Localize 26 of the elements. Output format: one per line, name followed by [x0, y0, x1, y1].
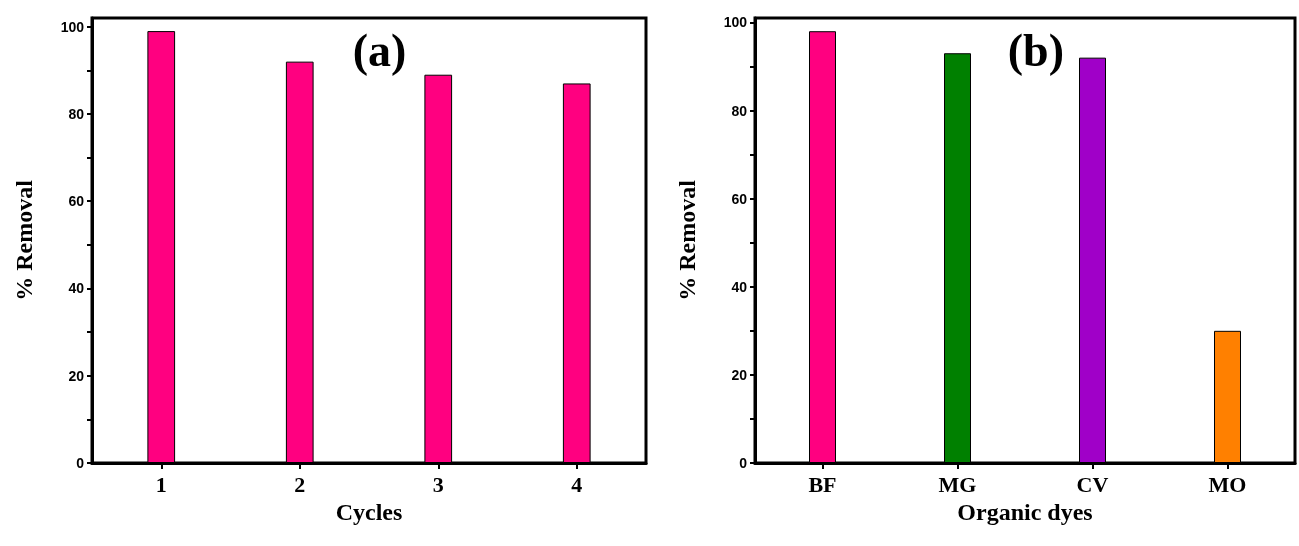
x-tick-label: 3 [432, 471, 444, 497]
x-tick-label: 1 [155, 471, 167, 497]
y-tick-label: 100 [723, 14, 748, 31]
chart-title: (b) [1007, 24, 1065, 76]
y-tick-label: 40 [731, 278, 748, 295]
y-tick-label: 0 [76, 455, 85, 471]
y-axis-title: % Removal [11, 179, 37, 301]
y-tick-label: 0 [739, 455, 748, 471]
x-tick-label: 4 [571, 471, 583, 497]
x-tick-label: MG [938, 471, 977, 497]
x-axis-title: Organic dyes [957, 498, 1093, 525]
x-axis-title: Cycles [335, 498, 403, 525]
x-tick-label: 2 [294, 471, 306, 497]
chart-title: (a) [352, 24, 407, 76]
y-tick-label: 80 [68, 105, 85, 122]
y-axis-title: % Removal [674, 179, 700, 301]
y-tick-label: 40 [68, 280, 85, 297]
y-tick-label: 100 [60, 18, 85, 35]
y-tick-label: 60 [731, 190, 748, 207]
x-tick-label: CV [1076, 471, 1109, 497]
x-tick-label: BF [808, 471, 837, 497]
y-tick-label: 60 [68, 193, 85, 210]
y-tick-label: 20 [731, 366, 748, 383]
y-tick-label: 80 [731, 102, 748, 119]
x-tick-label: MO [1208, 471, 1247, 497]
y-tick-label: 20 [68, 367, 85, 384]
